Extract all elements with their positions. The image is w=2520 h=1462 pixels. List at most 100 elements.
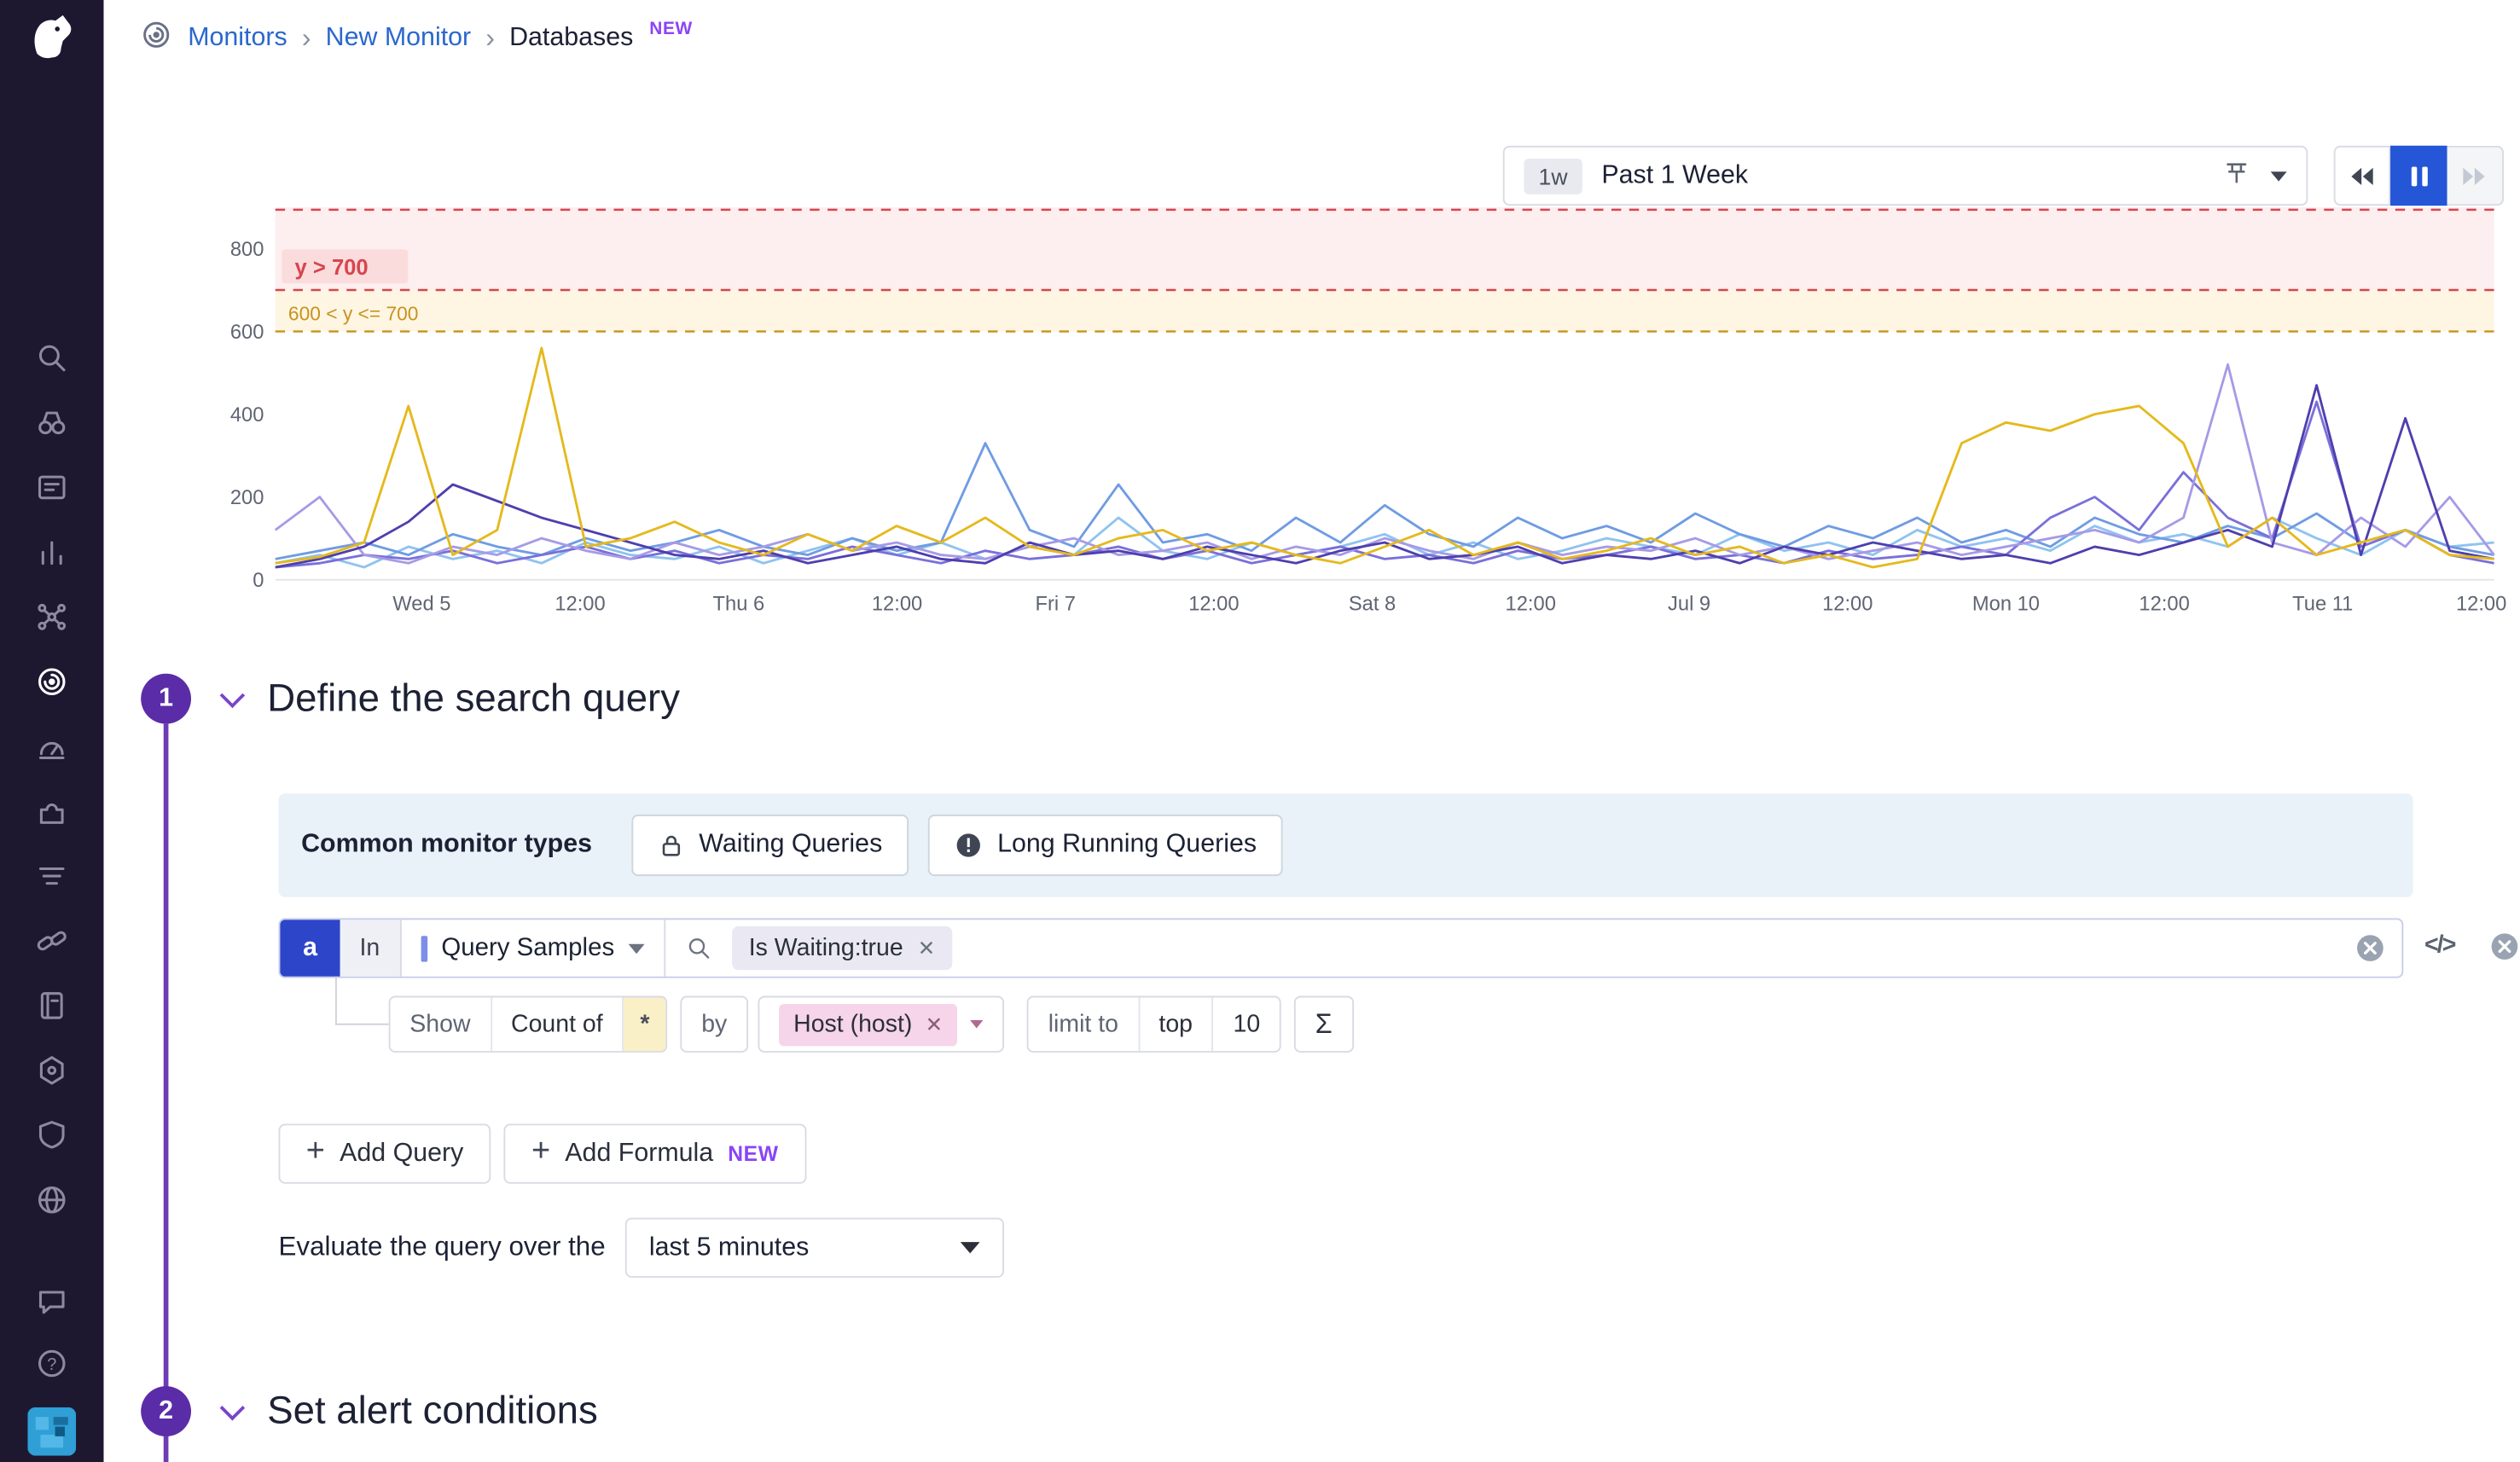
svg-text:12:00: 12:00 [1188, 594, 1239, 616]
show-label: Show [409, 1010, 471, 1038]
limit-direction-select[interactable]: top [1137, 997, 1212, 1052]
svg-text:600: 600 [230, 322, 264, 344]
collapse-section-1-chevron[interactable] [219, 682, 246, 708]
infrastructure-icon[interactable] [34, 405, 70, 441]
time-range-chip: 1w [1524, 158, 1582, 194]
datadog-logo-icon[interactable] [24, 9, 79, 65]
sidebar-bottom: ? [27, 1284, 77, 1456]
code-view-toggle[interactable]: </> [2424, 931, 2456, 959]
add-query-label: Add Query [340, 1139, 464, 1167]
svg-text:800: 800 [230, 239, 264, 261]
user-avatar[interactable] [27, 1407, 77, 1456]
svg-text:Thu 6: Thu 6 [713, 594, 765, 616]
breadcrumb-new-monitor[interactable]: New Monitor [325, 24, 472, 52]
security-icon[interactable] [34, 1117, 70, 1153]
pause-button[interactable] [2390, 145, 2447, 206]
evaluation-window-value: last 5 minutes [648, 1233, 810, 1261]
sidebar-nav [34, 340, 70, 1218]
svg-text:12:00: 12:00 [2456, 594, 2506, 616]
query-scope-chip[interactable]: In [340, 920, 401, 977]
add-query-button[interactable]: + Add Query [278, 1123, 491, 1184]
service-map-icon[interactable] [34, 1053, 70, 1088]
limit-count-select[interactable]: 10 [1211, 997, 1280, 1052]
help-icon[interactable]: ? [34, 1346, 70, 1382]
breadcrumb: Monitors › New Monitor › Databases NEW [139, 18, 693, 60]
svg-text:12:00: 12:00 [1506, 594, 1556, 616]
add-formula-button[interactable]: + Add Formula NEW [503, 1123, 806, 1184]
add-formula-label: Add Formula [565, 1139, 714, 1167]
plus-icon: + [305, 1133, 325, 1169]
new-badge: NEW [728, 1141, 779, 1166]
svg-text:Jul 9: Jul 9 [1668, 594, 1710, 616]
metrics-icon[interactable] [34, 534, 70, 570]
lock-icon [661, 835, 680, 856]
breadcrumb-current-page: Databases [509, 24, 634, 52]
chevron-down-icon [970, 1020, 984, 1029]
pipelines-icon[interactable] [34, 858, 70, 894]
query-actions: + Add Query + Add Formula NEW [278, 1123, 806, 1184]
query-connector-line [334, 976, 389, 1025]
notebooks-icon[interactable] [34, 988, 70, 1024]
svg-text:12:00: 12:00 [2139, 594, 2189, 616]
plus-icon: + [531, 1133, 551, 1169]
waiting-queries-label: Waiting Queries [699, 830, 883, 859]
breadcrumb-separator: › [301, 22, 311, 54]
search-icon[interactable] [34, 340, 70, 376]
svg-text:400: 400 [230, 404, 264, 426]
chevron-down-icon[interactable] [2270, 171, 2287, 181]
clear-query-icon[interactable] [2355, 933, 2385, 964]
search-icon [686, 934, 713, 961]
metric-select[interactable]: * [622, 997, 666, 1052]
remove-filter-icon[interactable]: ✕ [917, 935, 936, 960]
query-bar: a In Query Samples Is Waiting:true ✕ [278, 918, 2404, 978]
time-range-selector[interactable]: 1w Past 1 Week [1502, 145, 2308, 206]
aggregation-select[interactable]: Count of [490, 997, 622, 1052]
long-running-queries-button[interactable]: Long Running Queries [927, 814, 1283, 877]
svg-text:12:00: 12:00 [1822, 594, 1873, 616]
svg-text:0: 0 [253, 570, 264, 592]
evaluation-window-select[interactable]: last 5 minutes [624, 1217, 1004, 1278]
network-icon[interactable] [34, 1182, 70, 1218]
step-1-badge: 1 [141, 673, 192, 724]
chevron-down-icon [629, 943, 646, 954]
watchdog-icon[interactable] [34, 728, 70, 764]
rollup-sigma-button[interactable]: Σ [1315, 1007, 1333, 1039]
clear-all-icon[interactable] [2489, 931, 2520, 971]
evaluation-row: Evaluate the query over the last 5 minut… [279, 1217, 1004, 1278]
collapse-section-2-chevron[interactable] [219, 1394, 246, 1420]
step-connector-line [163, 723, 169, 1462]
breadcrumb-separator: › [485, 22, 496, 54]
filter-tag[interactable]: Is Waiting:true ✕ [732, 925, 952, 971]
pin-icon[interactable] [2222, 157, 2251, 194]
waiting-queries-button[interactable]: Waiting Queries [630, 814, 909, 877]
query-letter-chip[interactable]: a [280, 920, 340, 977]
filter-tag-label: Is Waiting:true [748, 934, 903, 962]
svg-text:Wed 5: Wed 5 [392, 594, 450, 616]
svg-text:Sat 8: Sat 8 [1349, 594, 1396, 616]
events-icon[interactable] [34, 470, 70, 506]
svg-text:12:00: 12:00 [872, 594, 922, 616]
group-by-tag-label: Host (host) [793, 1010, 913, 1038]
group-by-tag[interactable]: Host (host) ✕ [779, 1003, 958, 1046]
integrations-icon[interactable] [34, 793, 70, 829]
time-range-label: Past 1 Week [1601, 160, 1749, 189]
common-monitor-types-panel: Common monitor types Waiting Queries Lon… [278, 793, 2413, 897]
time-playback-controls [2333, 145, 2505, 206]
monitor-preview-chart[interactable]: y > 700 600 < y <= 700 800 600 400 200 0 Wed 5 1… [202, 207, 2518, 629]
svg-text:?: ? [47, 1355, 56, 1374]
chat-icon[interactable] [34, 1284, 70, 1320]
monitors-icon[interactable] [34, 664, 70, 699]
data-source-select[interactable]: Query Samples [401, 920, 666, 977]
service-links-icon[interactable] [34, 923, 70, 959]
rewind-button[interactable] [2333, 145, 2391, 206]
group-by-select[interactable]: Host (host) ✕ [759, 997, 1002, 1051]
svg-text:Tue 11: Tue 11 [2292, 594, 2353, 616]
remove-group-icon[interactable]: ✕ [925, 1011, 944, 1036]
query-aggregation-row: Show Count of * by Host (host) ✕ limit t… [388, 995, 1354, 1053]
svg-text:12:00: 12:00 [555, 594, 605, 616]
data-source-label: Query Samples [441, 933, 615, 961]
apm-icon[interactable] [34, 599, 70, 635]
section-1-title: Define the search query [267, 676, 680, 721]
breadcrumb-monitors[interactable]: Monitors [188, 24, 287, 52]
